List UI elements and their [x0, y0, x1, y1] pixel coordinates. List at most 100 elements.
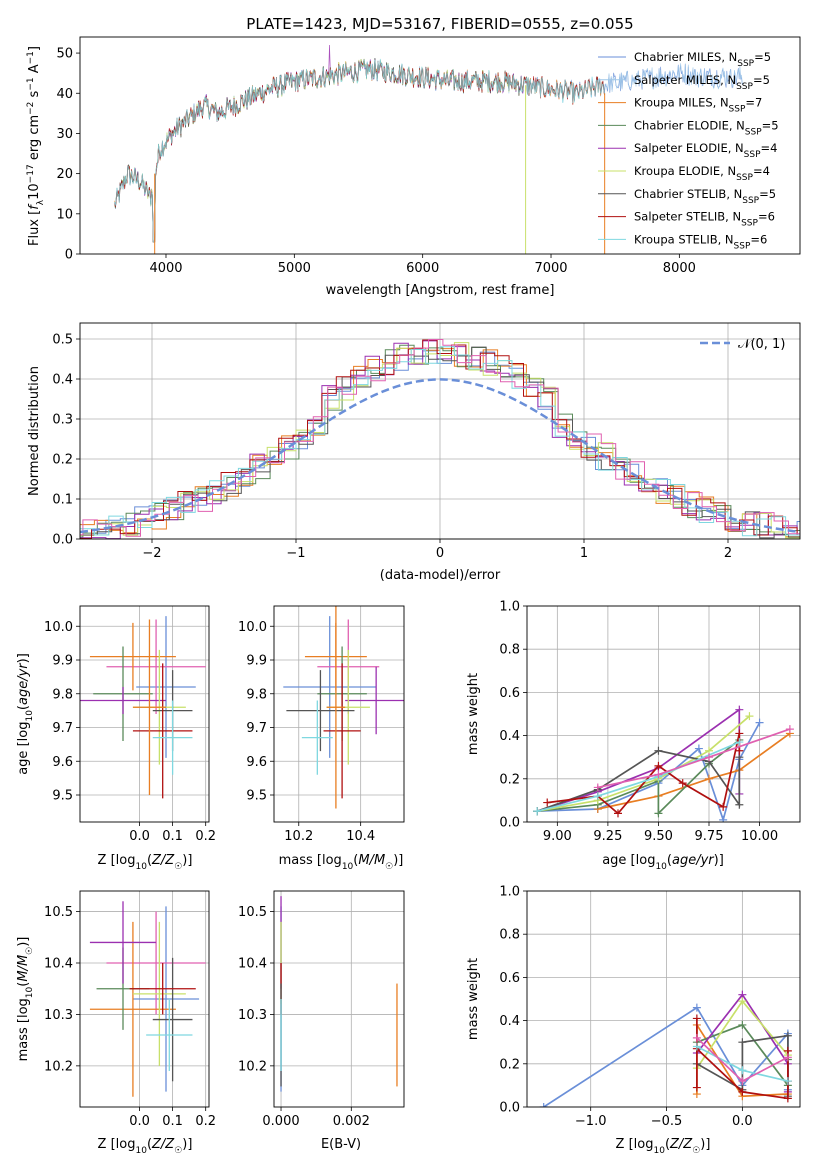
x-axis-label: wavelength [Angstrom, rest frame] [326, 283, 555, 298]
y-tick-label: 10.2 [238, 1059, 267, 1074]
label-part: SSP [737, 59, 754, 69]
gaussian-reference-curve [80, 378, 800, 534]
weight-point-marker [719, 815, 728, 822]
legend-entry: Chabrier ELODIE, NSSP=5 [634, 118, 779, 137]
label-part: 10 [25, 986, 35, 998]
weight-point-marker [654, 746, 663, 755]
label-part: Kroupa STELIB, N [634, 232, 734, 246]
weight-point-marker [694, 744, 703, 753]
y-tick-label: 0.0 [499, 1101, 520, 1116]
y-tick-label: 0.8 [499, 928, 520, 943]
label-part: 10 [27, 183, 42, 200]
mass-weight-plot-area [533, 705, 794, 822]
label-part: ( [147, 853, 152, 868]
errorbar-plot-area [89, 901, 206, 1097]
x-tick-label: 0 [436, 546, 444, 561]
label-part: )] [182, 1137, 192, 1152]
y-tick-label: 10.0 [238, 620, 267, 635]
x-axis-label: Z [log10(Z/Z☉)] [98, 1137, 193, 1156]
weight-point-marker [593, 783, 602, 792]
y-axis-label: age [log10(age/yr)] [16, 653, 35, 775]
label-part: ☉ [692, 1146, 700, 1156]
weight-point-marker [543, 798, 552, 807]
y-tick-label: 30 [56, 127, 73, 142]
weight-point-marker [735, 746, 744, 755]
x-tick-label: 7000 [534, 261, 567, 276]
label-part: Z/Z [669, 1137, 693, 1152]
x-tick-label: 5000 [278, 261, 311, 276]
y-axis-label: Normed distribution [27, 366, 42, 496]
label-part: SSP [729, 105, 746, 115]
legend-entry: Salpeter MILES, NSSP=5 [634, 73, 770, 92]
x-axis-label: mass [log10(M/M☉)] [279, 853, 404, 872]
label-part: ☉ [174, 1146, 182, 1156]
label-part: ( [353, 853, 358, 868]
x-tick-label: 9.00 [543, 829, 572, 844]
legend-entry: Kroupa ELODIE, NSSP=4 [634, 164, 770, 183]
weight-point-marker [738, 1038, 747, 1047]
label-part: =6 [750, 232, 767, 246]
y-tick-label: 10 [56, 207, 73, 222]
axes-frame [79, 322, 801, 540]
y-tick-label: 9.8 [246, 687, 267, 702]
weight-point-marker [692, 1033, 701, 1042]
weight-point-marker [783, 1094, 792, 1103]
y-tick-label: 0.8 [499, 643, 520, 658]
label-part: Salpeter STELIB, N [634, 210, 741, 224]
weight-point-marker [593, 792, 602, 801]
y-tick-label: 10.3 [44, 1008, 73, 1023]
label-part: ( [16, 982, 31, 987]
label-part: M/M [16, 955, 31, 982]
label-part: 10 [135, 862, 147, 872]
y-tick-label: 10.2 [44, 1059, 73, 1074]
y-tick-label: 0.4 [52, 373, 73, 388]
weight-point-marker [705, 753, 713, 762]
label-part: =6 [758, 210, 775, 224]
y-tick-label: 0.4 [499, 1014, 520, 1029]
label-part: SSP [736, 82, 753, 92]
y-tick-label: 40 [56, 87, 73, 102]
y-tick-label: 9.9 [246, 654, 267, 669]
errorbar-plot-area [283, 606, 404, 809]
legend-entry: 𝒩(0, 1) [738, 337, 785, 352]
y-tick-label: 0.6 [499, 686, 520, 701]
weight-series-line [597, 728, 791, 789]
weight-point-marker [692, 1083, 701, 1092]
weight-point-marker [692, 1014, 701, 1023]
weight-point-marker [783, 1031, 792, 1040]
x-axis-label: (data-model)/error [380, 568, 501, 583]
weight-point-marker [738, 1066, 747, 1075]
label-part: ( [667, 853, 672, 868]
y-tick-label: 10.5 [238, 905, 267, 920]
errorbar-plot-area [280, 896, 398, 1092]
label-part: )] [393, 853, 403, 868]
axes-frame [273, 605, 405, 823]
label-part: age [log [602, 853, 655, 868]
x-tick-label: 0.2 [195, 829, 216, 844]
x-axis-label: E(B-V) [321, 1137, 361, 1152]
x-axis-label: age [log10(age/yr)] [602, 853, 724, 872]
label-part: mass [log [279, 853, 342, 868]
y-axis-label: mass weight [466, 673, 481, 755]
y-tick-label: 20 [56, 167, 73, 182]
legend-entry: Salpeter ELODIE, NSSP=4 [634, 141, 777, 160]
histogram-series [80, 339, 800, 537]
label-part: Z [log [98, 853, 136, 868]
x-tick-label: 10.4 [346, 829, 375, 844]
label-part: SSP [745, 127, 762, 137]
y-tick-label: 0.1 [52, 493, 73, 508]
weight-point-marker [785, 725, 794, 734]
label-part: Flux [ [27, 210, 42, 246]
y-tick-label: 10.5 [44, 905, 73, 920]
weight-point-marker [533, 807, 542, 816]
label-part: ( [16, 705, 31, 710]
label-part: −17 [26, 164, 36, 183]
label-part: =4 [761, 141, 778, 155]
axes-frame [79, 605, 210, 823]
axes-frame [273, 890, 405, 1108]
axes-frame [79, 36, 801, 255]
legend-entry: Kroupa MILES, NSSP=7 [634, 96, 762, 115]
label-part: f [27, 203, 42, 210]
label-part: Kroupa MILES, N [634, 96, 729, 110]
